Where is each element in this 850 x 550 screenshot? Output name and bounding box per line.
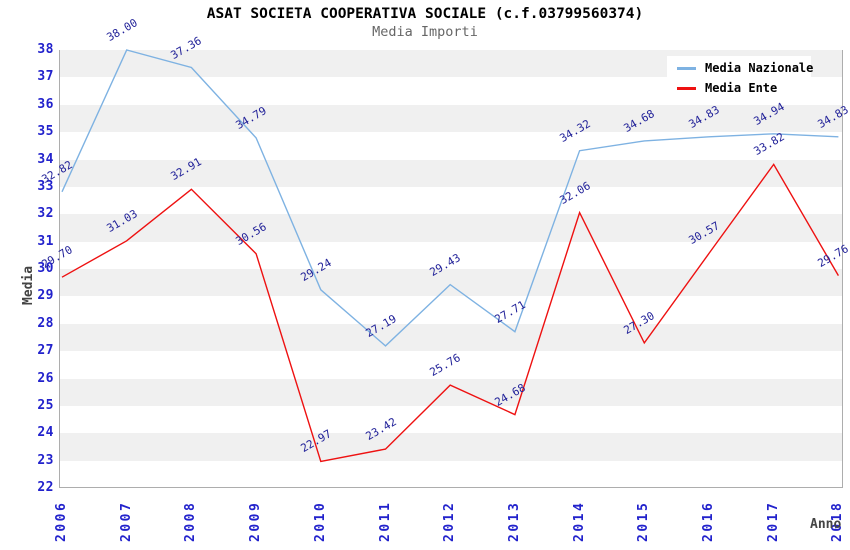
y-tick-label: 31 <box>37 233 54 249</box>
data-label: 32.06 <box>557 178 593 207</box>
data-label: 24.68 <box>492 380 528 409</box>
legend-item-media-ente: Media Ente <box>667 78 811 98</box>
y-tick-label: 37 <box>37 69 54 85</box>
y-tick-label: 23 <box>37 452 54 468</box>
data-label: 34.94 <box>751 99 787 128</box>
data-label: 38.00 <box>104 16 140 44</box>
legend-swatch-media-ente <box>677 86 696 90</box>
data-label: 27.19 <box>363 312 399 340</box>
y-tick-label: 24 <box>37 425 54 441</box>
data-label: 34.83 <box>686 102 722 131</box>
chart-title: ASAT SOCIETA COOPERATIVA SOCIALE (c.f.03… <box>206 6 644 22</box>
y-tick-label: 25 <box>37 397 54 413</box>
data-label: 29.76 <box>815 241 850 270</box>
y-tick-label: 27 <box>37 343 54 359</box>
legend: Media Nazionale Media Ente <box>667 56 814 102</box>
data-label: 31.03 <box>104 206 140 235</box>
y-tick-label: 28 <box>37 315 54 331</box>
data-label: 32.82 <box>39 157 75 186</box>
data-label: 30.56 <box>233 219 269 248</box>
data-label: 32.91 <box>168 155 205 184</box>
x-axis-label: Anno <box>810 517 842 532</box>
y-tick-label: 38 <box>37 42 54 57</box>
data-label: 34.79 <box>233 104 269 132</box>
y-tick-label: 36 <box>37 96 54 112</box>
y-tick-label: 30 <box>37 261 54 276</box>
data-label: 29.43 <box>427 250 463 279</box>
data-label: 34.68 <box>621 107 657 135</box>
data-label: 30.57 <box>686 219 722 248</box>
legend-label-media-nazionale: Media Nazionale <box>705 61 814 75</box>
plot-area <box>59 50 843 488</box>
legend-label-media-ente: Media Ente <box>705 81 778 95</box>
y-tick-label: 34 <box>37 151 54 167</box>
data-label: 33.82 <box>751 130 787 159</box>
y-tick-label: 26 <box>37 370 54 386</box>
data-label: 25.76 <box>427 351 463 380</box>
data-label: 34.83 <box>815 102 850 131</box>
data-label: 27.71 <box>492 297 528 326</box>
data-label: 37.36 <box>168 33 205 62</box>
data-label: 29.70 <box>39 243 75 272</box>
data-label: 22.97 <box>298 427 334 456</box>
legend-item-media-nazionale: Media Nazionale <box>667 58 814 78</box>
y-tick-label: 35 <box>37 124 54 140</box>
chart-subtitle: Media Importi <box>372 24 478 40</box>
legend-swatch-media-nazionale <box>677 66 696 70</box>
y-tick-label: 33 <box>37 178 54 194</box>
data-label: 23.42 <box>363 415 399 444</box>
y-tick-label: 29 <box>37 288 54 304</box>
y-axis-label: Media <box>21 265 36 305</box>
data-label: 29.24 <box>298 255 334 284</box>
y-tick-label: 32 <box>37 206 54 222</box>
data-label: 34.32 <box>557 116 593 145</box>
y-tick-label: 22 <box>37 480 54 495</box>
data-label: 27.30 <box>621 309 657 337</box>
